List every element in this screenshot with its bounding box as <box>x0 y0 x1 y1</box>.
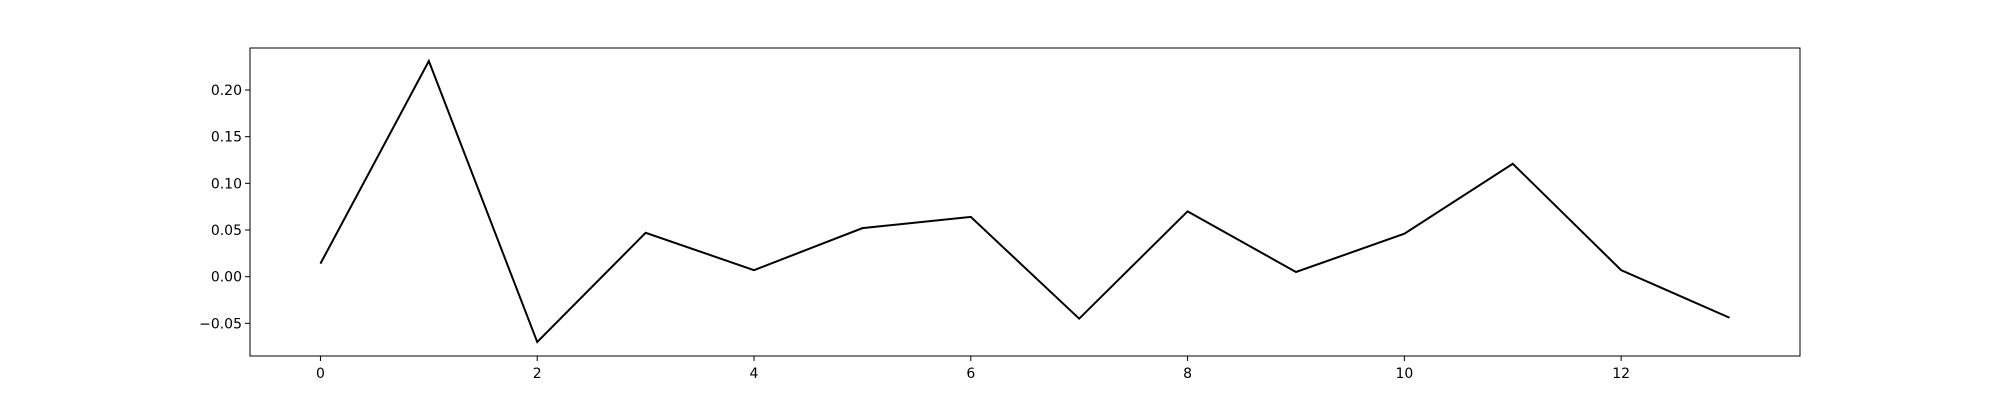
series-line <box>319 58 1730 344</box>
x-tick-label: 4 <box>750 366 759 382</box>
y-tick-label: 0.05 <box>211 223 242 239</box>
plot-area-frame <box>249 47 1801 357</box>
y-axis-ticks: −0.05 0.00 0.05 0.10 0.15 0.20 <box>199 83 250 332</box>
x-tick-label: 10 <box>1395 366 1413 382</box>
x-tick-label: 6 <box>966 366 975 382</box>
x-tick-label: 12 <box>1612 366 1630 382</box>
x-tick-label: 0 <box>316 366 325 382</box>
y-tick-label: 0.00 <box>211 270 242 286</box>
x-tick-label: 2 <box>533 366 542 382</box>
x-tick-label: 8 <box>1183 366 1192 382</box>
y-tick-label: 0.10 <box>211 176 242 192</box>
y-tick-label: −0.05 <box>199 316 242 332</box>
x-axis-ticks: 0 2 4 6 8 10 12 <box>316 356 1630 382</box>
y-tick-label: 0.15 <box>211 130 242 146</box>
y-tick-label: 0.20 <box>211 83 242 99</box>
series-group <box>319 58 1730 344</box>
